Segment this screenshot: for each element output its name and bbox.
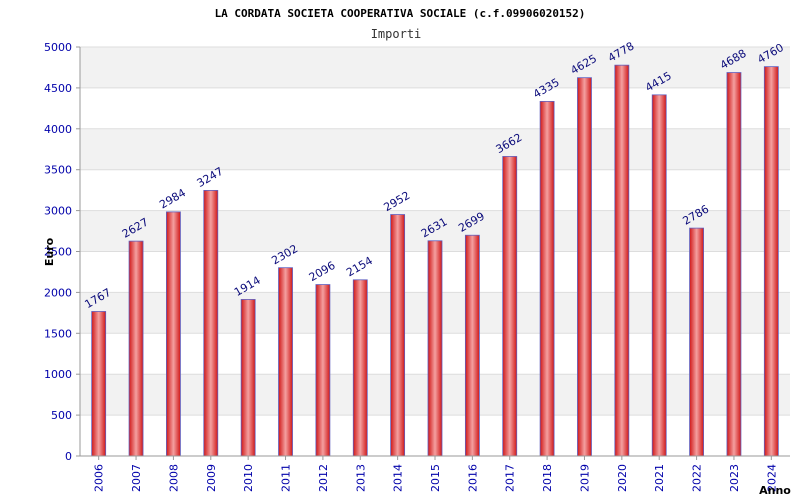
bars bbox=[91, 64, 779, 457]
bar-2021 bbox=[651, 94, 667, 457]
x-axis-label: Anno bbox=[759, 484, 791, 497]
y-tick-label: 3000 bbox=[44, 205, 72, 218]
x-tick-label-2022: 2022 bbox=[691, 464, 704, 492]
x-tick-label-2021: 2021 bbox=[653, 464, 666, 492]
x-tick-label-2018: 2018 bbox=[541, 464, 554, 492]
x-tick-label-2024: 2024 bbox=[765, 464, 778, 492]
y-tick-label: 500 bbox=[51, 409, 72, 422]
y-tick-label: 0 bbox=[65, 450, 72, 463]
bar-2018 bbox=[539, 100, 555, 457]
y-tick-label: 5000 bbox=[44, 41, 72, 54]
y-tick-label: 4500 bbox=[44, 82, 72, 95]
bar-2006 bbox=[91, 311, 107, 457]
x-tick-label-2008: 2008 bbox=[167, 464, 180, 492]
bar-2024 bbox=[763, 66, 779, 457]
x-tick-label-2013: 2013 bbox=[354, 464, 367, 492]
y-axis-ticks: 0 500 1000 1500 2000 2500 3000 3500 4000 4500 5000 bbox=[44, 41, 80, 463]
bar-2012 bbox=[315, 284, 331, 457]
bar-2008 bbox=[166, 211, 181, 457]
chart-subtitle: Importi bbox=[371, 27, 422, 41]
grid-band bbox=[80, 128, 790, 170]
x-tick-label-2012: 2012 bbox=[317, 464, 330, 492]
y-axis-label: Euro bbox=[43, 237, 56, 266]
chart-title: LA CORDATA SOCIETA COOPERATIVA SOCIALE (… bbox=[215, 7, 586, 20]
bar-2010 bbox=[240, 299, 256, 457]
bar-2016 bbox=[464, 234, 480, 457]
y-tick-label: 2000 bbox=[44, 286, 72, 299]
bar-2014 bbox=[390, 214, 406, 457]
y-tick-label: 2500 bbox=[44, 246, 72, 259]
bar-2013 bbox=[352, 279, 368, 457]
bar-2019 bbox=[577, 77, 592, 457]
y-tick-label: 1000 bbox=[44, 368, 72, 381]
x-tick-label-2006: 2006 bbox=[93, 464, 106, 492]
y-tick-label: 3500 bbox=[44, 164, 72, 177]
x-tick-label-2016: 2016 bbox=[466, 464, 479, 492]
bar-2017 bbox=[502, 156, 518, 457]
bar-2011 bbox=[278, 267, 293, 457]
bar-2020 bbox=[614, 64, 630, 457]
x-tick-label-2014: 2014 bbox=[392, 464, 405, 492]
bar-2015 bbox=[427, 240, 443, 457]
x-tick-label-2023: 2023 bbox=[728, 464, 741, 492]
x-tick-label-2011: 2011 bbox=[280, 464, 293, 492]
x-tick-label-2007: 2007 bbox=[130, 464, 143, 492]
x-tick-label-2020: 2020 bbox=[616, 464, 629, 492]
x-tick-label-2015: 2015 bbox=[429, 464, 442, 492]
bar-2009 bbox=[203, 189, 219, 457]
x-tick-label-2019: 2019 bbox=[578, 464, 591, 492]
x-axis-ticks: 2006 2007 2008 2009 2010 2011 2012 2013 2014 2015… bbox=[93, 456, 778, 492]
x-tick-label-2009: 2009 bbox=[205, 464, 218, 492]
bar-2007 bbox=[128, 240, 144, 457]
y-tick-label: 1500 bbox=[44, 327, 72, 340]
x-tick-label-2017: 2017 bbox=[504, 464, 517, 492]
bar-2023 bbox=[726, 72, 742, 457]
bar-2022 bbox=[689, 227, 704, 457]
y-tick-label: 4000 bbox=[44, 123, 72, 136]
x-tick-label-2010: 2010 bbox=[242, 464, 255, 492]
grid-band bbox=[80, 47, 790, 88]
